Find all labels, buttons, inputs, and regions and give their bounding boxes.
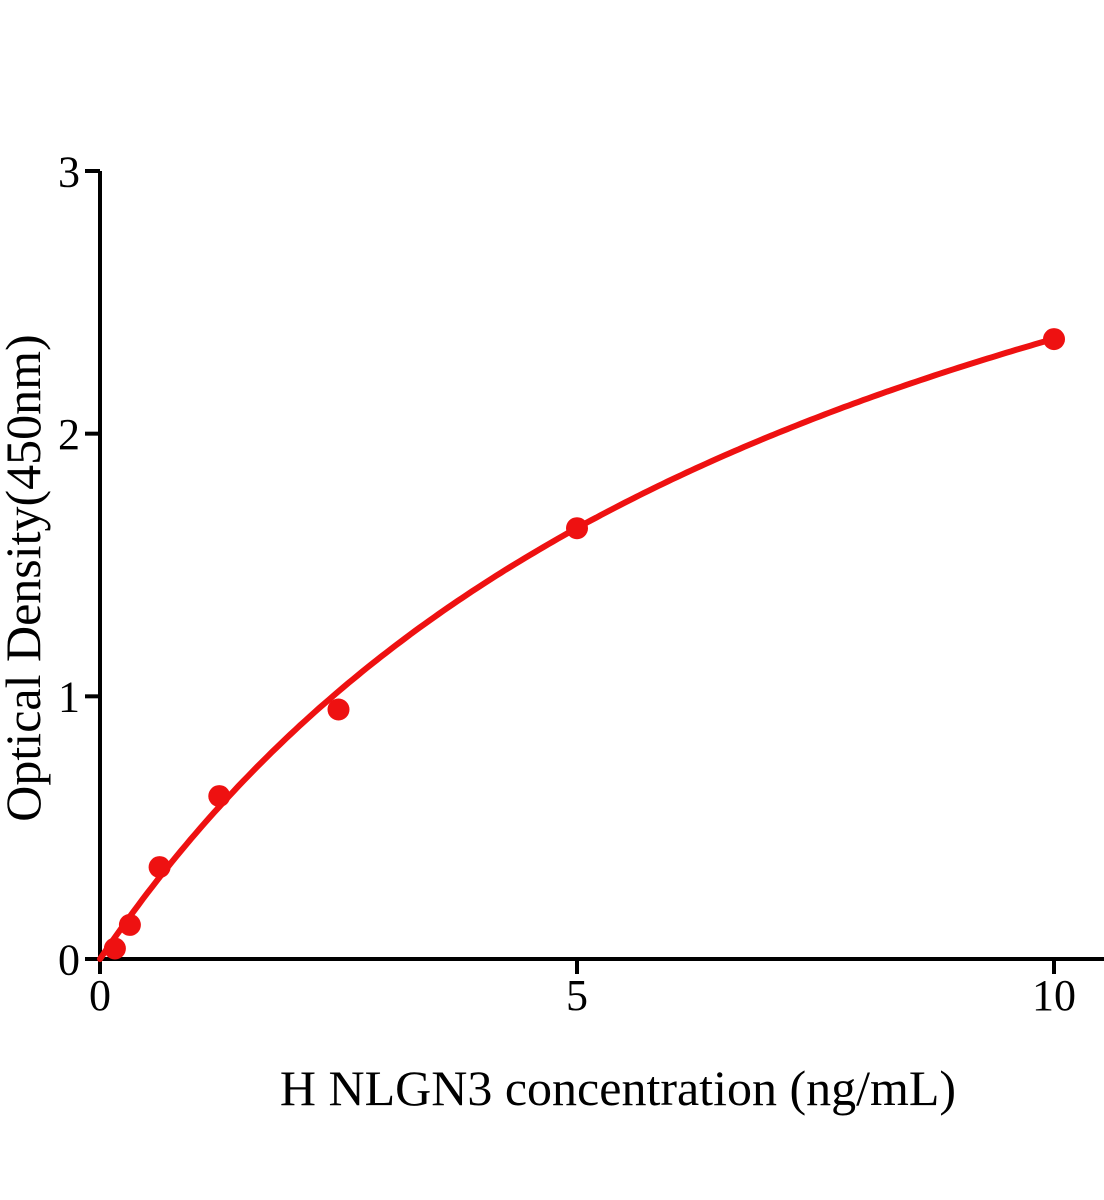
x-tick-label: 10 [1032,971,1076,1020]
x-tick-label: 5 [566,971,588,1020]
y-axis-title: Optical Density(450nm) [0,334,51,821]
data-points [103,328,1065,960]
y-tick-label: 0 [58,935,80,984]
data-point [566,517,588,540]
data-point [103,937,126,960]
x-axis-title: H NLGN3 concentration (ng/mL) [280,1060,956,1116]
data-point [208,785,231,808]
y-tick-label: 2 [58,410,80,459]
x-tick-label: 0 [89,971,111,1020]
axes: 0 1 2 3 0 5 10 [58,147,1104,1020]
y-tick-label: 1 [58,673,80,722]
data-point [327,698,350,721]
data-point [148,856,171,879]
y-tick-label: 3 [58,147,80,196]
data-point [118,913,141,936]
fit-curve [97,335,1057,962]
data-point [1043,328,1065,351]
fit-curve-path [97,335,1057,962]
